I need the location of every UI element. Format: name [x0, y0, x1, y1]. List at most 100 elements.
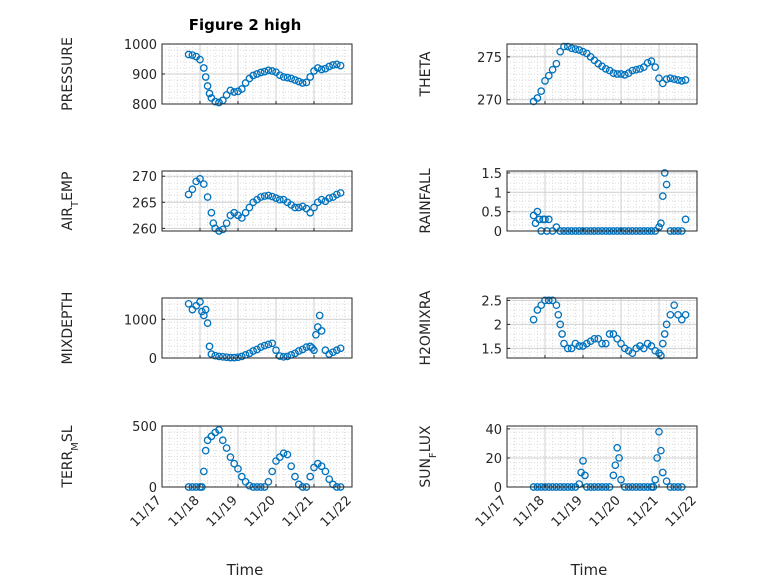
data-point [268, 467, 277, 476]
data-point [264, 477, 273, 486]
data-point [211, 97, 220, 106]
data-point [211, 351, 220, 360]
data-point [620, 71, 629, 79]
y-tick-label: 270 [477, 94, 502, 109]
data-point [548, 65, 557, 74]
data-point [647, 57, 656, 65]
data-point [203, 193, 212, 201]
data-point [325, 350, 334, 358]
data-point [336, 344, 345, 353]
data-point [298, 79, 307, 87]
data-point [272, 457, 280, 465]
x-tick-label: 11/20 [587, 493, 624, 530]
x-tick-label: 11/19 [204, 493, 241, 530]
data-point [325, 62, 334, 71]
data-point [541, 215, 549, 224]
data-point [275, 453, 284, 461]
data-point [556, 47, 565, 56]
data-point [196, 298, 204, 306]
data-point [556, 320, 565, 329]
data-point [264, 191, 273, 200]
data-point [329, 61, 337, 69]
data-point [658, 79, 667, 88]
data-point [291, 76, 299, 84]
data-point [321, 467, 330, 476]
data-point [336, 61, 345, 70]
y-axis-label: PRESSURE [60, 37, 76, 111]
data-point [184, 190, 193, 199]
y-tick-label: 1.5 [481, 342, 502, 357]
data-point [666, 310, 675, 319]
data-point [620, 344, 629, 353]
data-point [237, 214, 246, 222]
data-point [279, 73, 288, 81]
data-point [653, 454, 661, 462]
data-point [552, 301, 561, 310]
data-point [205, 89, 214, 98]
data-point [613, 70, 622, 78]
data-point [260, 67, 269, 76]
data-point [575, 46, 584, 54]
data-point [598, 339, 606, 348]
data-point [586, 337, 595, 346]
data-point [215, 352, 223, 361]
data-point [541, 296, 549, 305]
axes-box [506, 425, 698, 488]
y-tick-label: 2 [494, 318, 502, 333]
data-point [287, 74, 296, 83]
data-point [317, 65, 326, 74]
data-point [560, 42, 568, 51]
data-point [529, 211, 538, 220]
y-tick-label: 1000 [124, 313, 157, 328]
y-tick-label: 270 [132, 170, 157, 185]
data-point [302, 204, 311, 213]
data-point [658, 339, 667, 348]
data-point [245, 203, 254, 212]
data-point [294, 203, 303, 212]
data-point [655, 74, 663, 83]
data-point [306, 342, 315, 351]
data-point [253, 345, 261, 354]
data-point [317, 462, 326, 471]
data-point [256, 68, 265, 77]
data-point [336, 189, 345, 197]
figure-title: Figure 2 high [189, 16, 302, 34]
data-point [207, 350, 216, 358]
data-point [313, 64, 322, 72]
data-point [306, 73, 315, 81]
data-point [310, 346, 318, 355]
data-point [298, 202, 307, 211]
data-point [321, 64, 330, 73]
data-point [611, 461, 620, 470]
data-point [230, 459, 239, 468]
data-point [268, 192, 277, 201]
data-point [306, 472, 315, 481]
data-point [544, 215, 553, 224]
subplot-sun-flux: 0 20 40 11/17 11/18 11/19 11/20 11/21 11/22 SUNFL… [418, 423, 700, 530]
data-point [321, 346, 330, 355]
data-point [317, 195, 326, 204]
data-point [552, 59, 561, 68]
data-point [537, 87, 546, 95]
x-tick-label: 11/22 [663, 493, 700, 530]
data-point [332, 190, 341, 199]
subplot-h2omixra: 1.5 2 2.5 H2OMIXRA [418, 290, 698, 366]
y-tick-label: 2.5 [481, 294, 502, 309]
subplot-theta: 270 275 THETA [418, 42, 698, 109]
data-point [579, 457, 587, 465]
data-point [624, 346, 633, 355]
data-point [609, 471, 618, 480]
data-point [647, 342, 656, 350]
data-point [662, 320, 671, 329]
y-tick-label: 800 [132, 98, 157, 113]
plot-area [507, 171, 697, 231]
data-point [188, 51, 197, 59]
data-point [234, 87, 242, 96]
data-point [249, 71, 258, 80]
data-point [192, 301, 201, 310]
data-point [237, 352, 246, 361]
data-point [306, 208, 315, 217]
x-axis-label-right: Time [570, 561, 608, 579]
data-point [256, 343, 265, 352]
